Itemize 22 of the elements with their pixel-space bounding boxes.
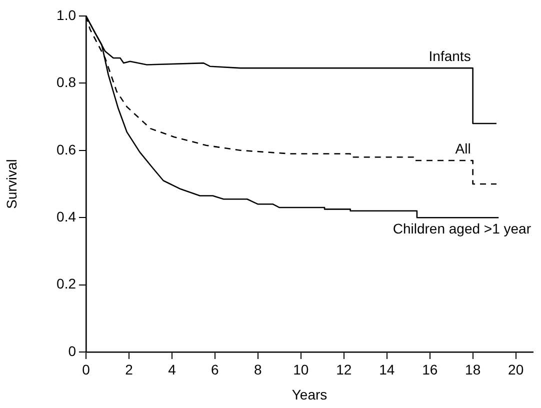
series-label: Children aged >1 year — [392, 220, 532, 236]
y-tick-label: 0.6 — [56, 141, 76, 158]
x-tick-label: 2 — [125, 361, 134, 378]
y-tick-label: 0.2 — [56, 276, 76, 292]
series-label: Infants — [428, 48, 471, 64]
x-tick-label: 6 — [211, 361, 220, 378]
x-tick-label: 18 — [465, 361, 481, 378]
x-tick-label: 0 — [82, 361, 90, 378]
x-axis-title: Years — [292, 386, 328, 402]
y-tick-label: 1.0 — [56, 6, 76, 23]
x-tick-label: 12 — [336, 361, 352, 378]
x-tick-label: 14 — [379, 361, 395, 378]
x-tick-label: 20 — [508, 361, 524, 378]
series-label: All — [455, 140, 471, 156]
y-tick-label: 0.4 — [56, 208, 76, 224]
y-axis-title: Survival — [3, 159, 20, 209]
x-tick-label: 10 — [293, 361, 309, 378]
y-tick-label: 0.8 — [56, 74, 76, 90]
x-tick-label: 4 — [168, 361, 176, 378]
x-tick-label: 8 — [254, 361, 262, 378]
y-tick-label: 0 — [68, 342, 76, 359]
x-tick-label: 16 — [422, 361, 438, 378]
